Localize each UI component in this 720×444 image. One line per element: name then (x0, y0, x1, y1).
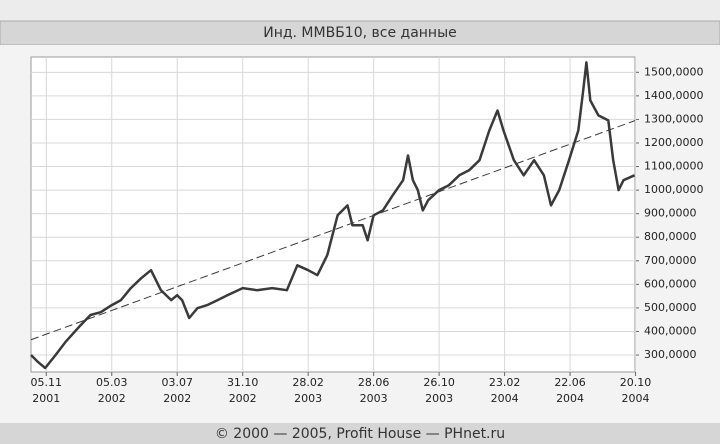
x-tick-label: 28.06 (358, 376, 390, 389)
x-tick-label: 2004 (556, 392, 584, 405)
y-tick-label: 1300,0000 (644, 112, 704, 125)
y-tick-label: 500,0000 (644, 301, 697, 314)
x-tick-label: 03.07 (161, 376, 193, 389)
y-tick-label: 1500,0000 (644, 65, 704, 78)
x-tick-label: 26.10 (423, 376, 455, 389)
x-tick-label: 05.03 (96, 376, 128, 389)
footer: © 2000 — 2005, Profit House — PHnet.ru (215, 426, 505, 442)
title-bar (0, 20, 720, 46)
y-tick-label: 800,0000 (644, 230, 697, 243)
chart-title: Инд. ММВБ10, все данные (263, 25, 457, 41)
x-tick-label: 05.11 (31, 376, 63, 389)
y-tick-label: 600,0000 (644, 277, 697, 290)
x-tick-label: 2004 (491, 392, 519, 405)
x-tick-label: 2002 (229, 392, 257, 405)
x-tick-label: 23.02 (489, 376, 521, 389)
y-tick-label: 1200,0000 (644, 136, 704, 149)
x-tick-label: 31.10 (227, 376, 259, 389)
x-tick-label: 2003 (360, 392, 388, 405)
x-tick-label: 2001 (32, 392, 60, 405)
plot-area (30, 56, 636, 373)
x-tick-label: 2002 (98, 392, 126, 405)
data-line (30, 61, 636, 370)
y-tick-label: 1000,0000 (644, 183, 704, 196)
x-tick-label: 22.06 (554, 376, 586, 389)
trend-line (30, 120, 636, 341)
x-tick-label: 28.02 (292, 376, 324, 389)
y-tick-label: 900,0000 (644, 207, 697, 220)
x-tick-label: 2004 (622, 392, 650, 405)
x-tick-label: 2003 (294, 392, 322, 405)
y-tick-label: 700,0000 (644, 254, 697, 267)
x-tick-label: 20.10 (620, 376, 652, 389)
y-tick-label: 1400,0000 (644, 89, 704, 102)
y-tick-label: 400,0000 (644, 324, 697, 337)
x-tick-label: 2003 (425, 392, 453, 405)
x-tick-label: 2002 (163, 392, 191, 405)
y-tick-label: 1100,0000 (644, 160, 704, 173)
y-tick-label: 300,0000 (644, 348, 697, 361)
footer-bar (0, 423, 720, 444)
